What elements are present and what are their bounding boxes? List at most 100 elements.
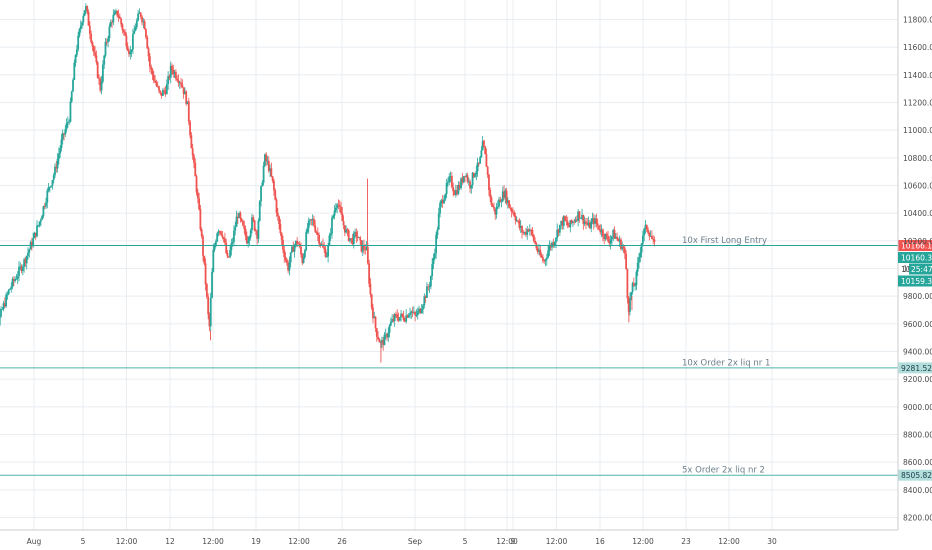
candle-body <box>489 190 492 198</box>
candle-body <box>617 239 620 242</box>
candle-body <box>135 20 138 28</box>
candle-body <box>253 220 256 231</box>
candle-body <box>347 230 350 241</box>
candle-body <box>499 199 502 203</box>
candle-body <box>38 221 41 226</box>
candle-body <box>333 210 336 216</box>
candle-body <box>104 41 107 56</box>
candle-body <box>284 257 287 260</box>
candle-body <box>117 15 120 17</box>
candle-body <box>578 211 581 219</box>
candle-body <box>134 27 137 31</box>
candle-body <box>150 66 153 70</box>
candle-body <box>155 82 158 86</box>
candle-body <box>436 229 439 235</box>
candle-body <box>351 238 354 245</box>
candle-body <box>316 232 319 235</box>
candle-body <box>91 42 94 47</box>
candle-body <box>331 217 333 234</box>
candle-body <box>113 12 116 16</box>
candle-body <box>445 183 448 195</box>
candle-body <box>37 225 40 226</box>
candle-body <box>283 249 286 258</box>
candle-body <box>36 225 38 237</box>
candle-body <box>217 231 220 234</box>
candle-body <box>143 21 146 30</box>
candle-body <box>467 181 470 183</box>
candle-body <box>229 250 231 258</box>
candle-body <box>600 229 603 233</box>
candle-body <box>285 259 288 263</box>
candle-body <box>426 286 428 298</box>
candle-body <box>174 71 177 79</box>
candle-body <box>203 255 206 264</box>
candle-body <box>486 166 489 175</box>
candle-body <box>60 139 63 149</box>
candle-body <box>47 187 50 191</box>
candle-body <box>444 194 447 200</box>
y-tick-label: 8600.00 <box>903 458 932 467</box>
candle-body <box>641 235 644 244</box>
candle-body <box>587 222 590 225</box>
candle-body <box>302 257 305 263</box>
candle-body <box>536 248 539 252</box>
candle-body <box>621 246 624 250</box>
candle-body <box>365 247 368 251</box>
candle-body <box>332 215 335 218</box>
candle-body <box>422 305 424 310</box>
y-tick-label: 9400.00 <box>903 348 932 357</box>
candle-body <box>5 294 8 307</box>
candle-body <box>163 90 166 91</box>
y-tick-label: 11000.00 <box>903 126 932 135</box>
candle-body <box>334 207 337 211</box>
candle-body <box>23 259 26 267</box>
candle-body <box>590 221 593 229</box>
candle-body <box>224 238 226 243</box>
candle-body <box>585 221 587 224</box>
candle-body <box>164 90 167 95</box>
candle-body <box>428 286 431 288</box>
candle-body <box>301 254 304 263</box>
candle-body <box>433 253 436 258</box>
candle-body <box>33 232 36 239</box>
candle-body <box>607 235 609 242</box>
candle-body <box>19 266 22 268</box>
y-tick-label: 9800.00 <box>903 292 932 301</box>
candle-body <box>653 239 656 242</box>
candle-body <box>25 255 28 264</box>
candle-body <box>350 238 353 240</box>
candle-body <box>120 18 123 25</box>
candle-body <box>476 162 479 172</box>
candle-body <box>393 314 396 321</box>
candle-body <box>184 91 186 95</box>
candle-body <box>128 50 130 55</box>
candle-body <box>225 242 228 254</box>
candle-body <box>437 213 440 230</box>
candle-body <box>342 221 345 226</box>
candle-body <box>513 212 516 216</box>
candle-body <box>638 256 640 263</box>
candle-body <box>598 225 600 230</box>
candle-body <box>221 234 224 238</box>
candle-body <box>623 248 626 254</box>
candle-body <box>168 76 171 78</box>
candle-body <box>521 226 523 233</box>
level-price-tag <box>898 469 932 481</box>
candle-body <box>539 249 542 256</box>
candle-body <box>125 35 128 47</box>
candle-body <box>129 51 132 55</box>
y-tick-label: 11400.00 <box>903 71 932 80</box>
candle-body <box>374 316 377 329</box>
candle-body <box>51 180 54 186</box>
candle-body <box>441 199 444 204</box>
candle-body <box>43 206 46 208</box>
candle-body <box>12 278 15 281</box>
candle-body <box>2 303 5 310</box>
y-tick-label: 10600.00 <box>903 182 932 191</box>
x-tick-label: 5 <box>81 537 86 546</box>
x-tick-label: 12:00 <box>546 537 568 546</box>
candle-body <box>472 172 475 177</box>
countdown-tag <box>909 263 932 275</box>
